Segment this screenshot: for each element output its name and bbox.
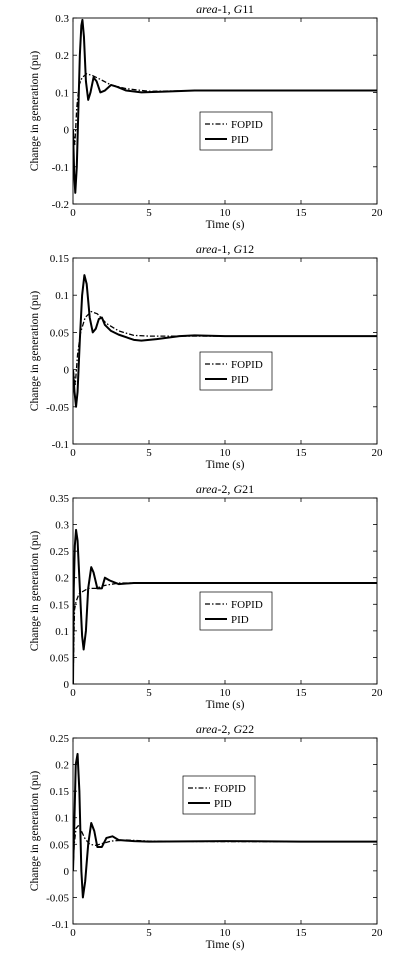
y-tick-label: 0 [64,365,70,377]
legend-box [199,111,273,151]
series-line-pid [73,528,377,684]
legend-label-pid: PID [214,798,232,810]
legend-label-fopid: FOPID [231,119,263,131]
y-tick-label: -0.1 [52,162,69,174]
x-tick-label: 5 [146,687,152,699]
plot-area [72,737,378,925]
x-tick-label: 10 [220,687,232,699]
x-tick-label: 20 [372,207,384,219]
legend-label-pid: PID [231,374,249,386]
y-tick-label: 0.05 [50,327,70,339]
chart-title: area-2, G21 [196,482,254,496]
y-tick-label: 0.1 [55,87,69,99]
x-tick-label: 10 [220,447,232,459]
chart-panel-1: area-1, G11 0 5 10 15 20 -0.2 -0.1 0 0.1 0.2 0.3 Tim… [0,0,411,240]
y-axis-label: Change in generation (pu) [29,291,41,412]
x-tick-label: 10 [220,207,232,219]
chart-svg-4: area-2, G22 0 5 10 15 20 -0.1 -0.05 0 0.05 0.1 0.15… [29,722,384,951]
y-tick-label: 0.2 [55,760,69,772]
y-tick-label: -0.2 [52,199,69,211]
legend: FOPID PID [199,591,273,631]
y-tick-label: 0.15 [50,253,70,265]
x-tick-label: 5 [146,447,152,459]
chart-svg-2: area-1, G12 0 5 10 15 20 -0.1 -0.05 0 0.05 0.1 0.15… [29,242,384,471]
plot-area [72,17,378,205]
y-tick-label: 0.1 [55,290,69,302]
x-axis-label: Time (s) [206,459,245,471]
y-tick-label: 0 [64,125,70,137]
chart-svg-1: area-1, G11 0 5 10 15 20 -0.2 -0.1 0 0.1 0.2 0.3 Tim… [29,2,384,231]
y-axis-label: Change in generation (pu) [29,531,41,652]
series-line-pid [73,274,377,408]
legend-box [182,775,256,815]
y-tick-label: 0.05 [50,839,70,851]
legend: FOPID PID [199,111,273,151]
y-tick-label: 0.35 [50,493,70,505]
chart-svg-3: area-2, G21 0 5 10 15 20 0 0.05 0.1 0.15 0.2 0.25 0.… [29,482,384,711]
chart-panel-2: area-1, G12 0 5 10 15 20 -0.1 -0.05 0 0.05 0.1 0.15… [0,240,411,480]
chart-panel-3: area-2, G21 0 5 10 15 20 0 0.05 0.1 0.15 0.2 0.25 0.… [0,480,411,720]
chart-title: area-2, G22 [196,722,254,736]
y-tick-label: 0.1 [55,626,69,638]
plot-area [72,257,378,445]
y-tick-label: 0.3 [55,13,69,25]
legend-label-fopid: FOPID [231,359,263,371]
y-tick-label: 0.15 [50,599,70,611]
y-axis-label: Change in generation (pu) [29,51,41,172]
legend: FOPID PID [182,775,256,815]
y-tick-label: -0.1 [52,919,69,931]
x-tick-label: 0 [70,687,76,699]
x-tick-label: 20 [372,927,384,939]
x-tick-label: 5 [146,207,152,219]
x-tick-label: 5 [146,927,152,939]
legend-box [199,591,273,631]
y-tick-label: 0.25 [50,546,70,558]
chart-title: area-1, G11 [196,2,254,16]
y-tick-label: -0.05 [46,892,69,904]
y-tick-label: 0.1 [55,813,69,825]
y-tick-label: 0.3 [55,520,69,532]
x-tick-label: 15 [296,447,308,459]
x-tick-label: 20 [372,447,384,459]
x-axis-label: Time (s) [206,699,245,711]
plot-area [72,497,378,685]
x-axis-label: Time (s) [206,939,245,951]
legend-label-pid: PID [231,134,249,146]
x-tick-label: 0 [70,447,76,459]
x-tick-label: 15 [296,927,308,939]
chart-panel-4: area-2, G22 0 5 10 15 20 -0.1 -0.05 0 0.05 0.1 0.15… [0,720,411,960]
y-axis-label: Change in generation (pu) [29,771,41,892]
legend-label-fopid: FOPID [231,599,263,611]
y-tick-label: 0.2 [55,573,69,585]
series-line-pid [73,752,377,899]
legend: FOPID PID [199,351,273,391]
y-tick-label: 0 [64,679,70,691]
x-tick-label: 0 [70,207,76,219]
y-tick-label: 0.2 [55,50,69,62]
y-tick-label: 0.15 [50,786,70,798]
legend-label-pid: PID [231,614,249,626]
legend-label-fopid: FOPID [214,783,246,795]
x-axis-label: Time (s) [206,219,245,231]
y-tick-label: -0.05 [46,402,69,414]
x-tick-label: 0 [70,927,76,939]
chart-title: area-1, G12 [196,242,254,256]
x-tick-label: 15 [296,207,308,219]
y-tick-label: 0.25 [50,733,70,745]
x-tick-label: 20 [372,687,384,699]
legend-box [199,351,273,391]
y-tick-label: 0.05 [50,652,70,664]
series-line-pid [73,18,377,194]
x-tick-label: 10 [220,927,232,939]
x-tick-label: 15 [296,687,308,699]
y-tick-label: 0 [64,866,70,878]
y-tick-label: -0.1 [52,439,69,451]
